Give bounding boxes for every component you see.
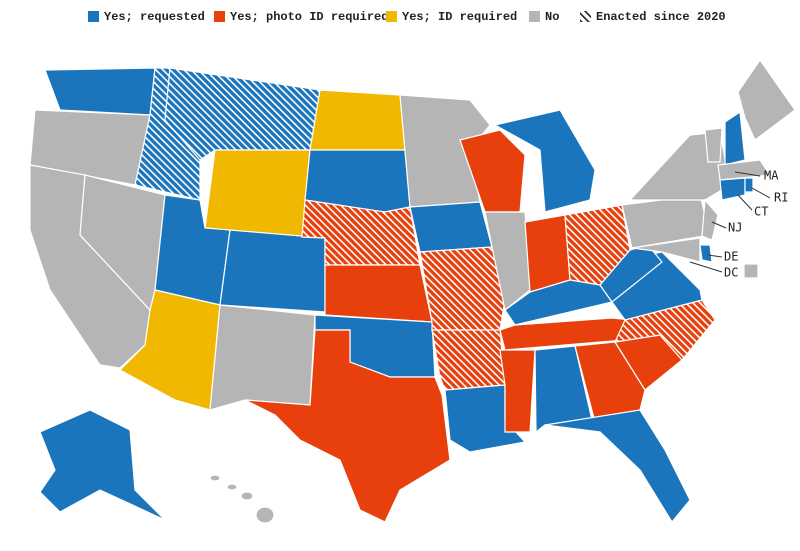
- state: [599, 244, 663, 303]
- state: [701, 198, 719, 241]
- state: [719, 177, 746, 201]
- legend-label: Yes; requested: [104, 10, 205, 24]
- state: [743, 263, 759, 279]
- state: [324, 264, 433, 323]
- state: [544, 409, 691, 524]
- legend-swatch: [386, 11, 397, 22]
- state: [484, 211, 531, 312]
- state: [409, 201, 493, 253]
- state: [459, 129, 526, 213]
- state: [524, 214, 571, 293]
- legend: Yes; requested Yes; photo ID required Yes;…: [88, 10, 726, 24]
- legend-label: No: [545, 10, 559, 24]
- state: [724, 110, 746, 166]
- state-label: NJ: [728, 221, 742, 235]
- state: [744, 177, 754, 193]
- legend-swatch: [580, 11, 591, 22]
- state: [209, 304, 316, 411]
- state: [226, 483, 238, 491]
- state: [219, 229, 326, 313]
- state-label: MA: [764, 169, 779, 183]
- state: [704, 127, 723, 163]
- state: [39, 409, 166, 521]
- state: [419, 246, 506, 331]
- legend-swatch: [88, 11, 99, 22]
- state: [255, 506, 275, 524]
- legend-label: Yes; photo ID required: [230, 10, 388, 24]
- state: [737, 58, 796, 141]
- state: [309, 89, 406, 151]
- state: [717, 159, 772, 181]
- state: [699, 244, 713, 263]
- state: [631, 237, 701, 263]
- state: [244, 329, 451, 523]
- state-label: DC: [724, 266, 738, 280]
- state: [204, 149, 311, 238]
- state-labels: MA RI CT NJ DE DC: [689, 169, 788, 280]
- state-label: RI: [774, 191, 788, 205]
- state: [499, 349, 536, 433]
- legend-swatch: [529, 11, 540, 22]
- legend-swatch: [214, 11, 225, 22]
- state: [44, 67, 156, 116]
- state-label: DE: [724, 250, 738, 264]
- state: [240, 491, 254, 501]
- state-label: CT: [754, 205, 768, 219]
- state: [431, 329, 506, 391]
- states: [29, 58, 796, 524]
- state: [493, 109, 596, 213]
- legend-label: Enacted since 2020: [596, 10, 726, 24]
- state: [164, 67, 321, 161]
- state: [209, 474, 221, 482]
- legend-label: Yes; ID required: [402, 10, 517, 24]
